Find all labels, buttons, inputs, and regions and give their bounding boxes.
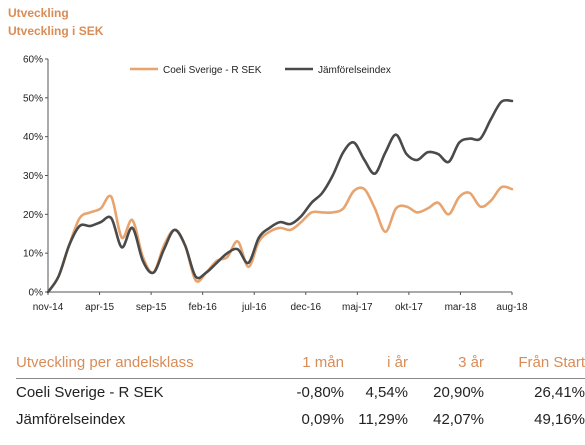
table-cell: 42,07%	[433, 411, 484, 428]
y-tick-label: 10%	[23, 249, 43, 260]
table-header: Från Start	[484, 350, 585, 379]
table-header-row: Utveckling per andelsklass 1 mån i år 3 …	[16, 350, 585, 379]
y-tick-label: 30%	[23, 171, 43, 182]
performance-chart: 0% 10% 20% 30% 40% 50% 60% nov-14 apr-15 sep-15 fe…	[23, 55, 528, 314]
table-cell: 0,09%	[301, 411, 344, 428]
y-tick-label: 50%	[23, 93, 43, 104]
y-tick-label: 40%	[23, 132, 43, 143]
x-tick-label: jul-16	[241, 302, 267, 313]
y-tick-label: 0%	[29, 288, 44, 299]
table-header: Utveckling per andelsklass	[16, 350, 256, 379]
table-cell: 20,90%	[433, 384, 484, 401]
legend-label-fund: Coeli Sverige - R SEK	[163, 65, 262, 76]
table-row: Coeli Sverige - R SEK -0,80% 4,54% 20,90…	[16, 379, 585, 407]
x-tick-label: feb-16	[188, 302, 217, 313]
table-cell: 49,16%	[534, 411, 585, 428]
x-tick-label: sep-15	[136, 302, 167, 313]
chart-lines	[46, 98, 514, 294]
x-tick-label: mar-18	[445, 302, 477, 313]
performance-table: Utveckling per andelsklass 1 mån i år 3 …	[16, 350, 585, 433]
chart-legend: Coeli Sverige - R SEK Jämförelseindex	[130, 65, 391, 76]
x-tick-label: maj-17	[342, 302, 373, 313]
table-header: 1 mån	[256, 350, 344, 379]
table-cell: 4,54%	[365, 384, 408, 401]
x-tick-label: dec-16	[290, 302, 321, 313]
table-header: 3 år	[408, 350, 484, 379]
page-title: Utveckling	[8, 6, 69, 20]
table-row: Jämförelseindex 0,09% 11,29% 42,07% 49,1…	[16, 406, 585, 433]
y-tick-label: 60%	[23, 55, 43, 66]
series-line-fund	[46, 185, 514, 294]
legend-label-index: Jämförelseindex	[318, 65, 391, 76]
series-line-index	[46, 98, 514, 294]
x-tick-label: aug-18	[496, 302, 528, 313]
table-cell: 11,29%	[358, 411, 408, 428]
x-tick-label: apr-15	[85, 302, 114, 313]
y-tick-label: 20%	[23, 210, 43, 221]
table-cell: Coeli Sverige - R SEK	[16, 384, 164, 401]
table-cell: Jämförelseindex	[16, 411, 126, 428]
table-cell: -0,80%	[296, 384, 344, 401]
page-subtitle: Utveckling i SEK	[8, 24, 104, 38]
x-tick-label: nov-14	[33, 302, 64, 313]
table-header: i år	[344, 350, 408, 379]
chart-axes: 0% 10% 20% 30% 40% 50% 60% nov-14 apr-15 sep-15 fe…	[23, 55, 528, 314]
table-cell: 26,41%	[534, 384, 585, 401]
x-tick-label: okt-17	[395, 302, 423, 313]
